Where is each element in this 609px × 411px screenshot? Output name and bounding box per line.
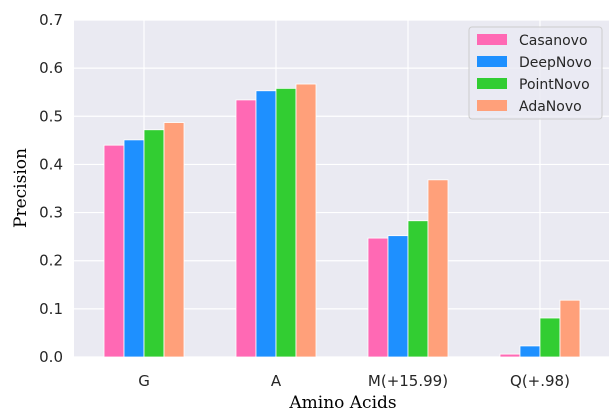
y-tick-label: 0.0: [39, 348, 63, 366]
bar-adanovo-3: [559, 299, 581, 358]
y-axis-label: Precision: [11, 148, 31, 228]
y-tick-label: 0.7: [39, 11, 63, 29]
bar-deepnovo-3: [519, 345, 541, 358]
y-tick-label: 0.1: [39, 300, 63, 318]
y-tick-labels: 0.0 0.1 0.2 0.3 0.4 0.5 0.6 0.7: [39, 11, 63, 366]
x-tick-label: Q(+.98): [510, 372, 570, 390]
legend-label-adanovo: AdaNovo: [519, 99, 582, 115]
legend-swatch-pointnovo: [477, 78, 507, 89]
bar-pointnovo-0: [143, 129, 165, 358]
y-tick-label: 0.3: [39, 204, 63, 222]
bar-adanovo-2: [427, 179, 449, 358]
y-tick-label: 0.2: [39, 252, 63, 270]
bar-pointnovo-3: [539, 317, 561, 358]
bar-deepnovo-2: [387, 235, 409, 358]
bar-deepnovo-0: [123, 139, 145, 358]
x-axis-label: Amino Acids: [288, 393, 396, 411]
bar-adanovo-1: [295, 83, 317, 358]
x-tick-label: A: [271, 372, 282, 390]
bar-casanovo-1: [235, 99, 257, 358]
bar-casanovo-3: [499, 353, 521, 358]
y-tick-label: 0.5: [39, 107, 63, 125]
legend-swatch-deepnovo: [477, 56, 507, 67]
bar-adanovo-0: [163, 122, 185, 358]
legend-box: [468, 26, 603, 120]
bar-casanovo-2: [367, 237, 389, 358]
legend: Casanovo DeepNovo PointNovo AdaNovo: [468, 26, 603, 120]
legend-label-pointnovo: PointNovo: [519, 77, 590, 93]
legend-label-deepnovo: DeepNovo: [519, 55, 592, 71]
x-tick-label: G: [138, 372, 150, 390]
legend-label-casanovo: Casanovo: [519, 33, 588, 49]
y-tick-label: 0.4: [39, 155, 63, 173]
bars: [103, 83, 581, 358]
bar-deepnovo-1: [255, 90, 277, 358]
bar-pointnovo-2: [407, 220, 429, 358]
y-tick-label: 0.6: [39, 59, 63, 77]
bar-pointnovo-1: [275, 87, 297, 358]
legend-swatch-adanovo: [477, 100, 507, 111]
x-tick-label: M(+15.99): [368, 372, 448, 390]
bar-casanovo-0: [103, 144, 125, 358]
legend-swatch-casanovo: [477, 34, 507, 45]
x-tick-labels: G A M(+15.99) Q(+.98): [138, 372, 570, 390]
